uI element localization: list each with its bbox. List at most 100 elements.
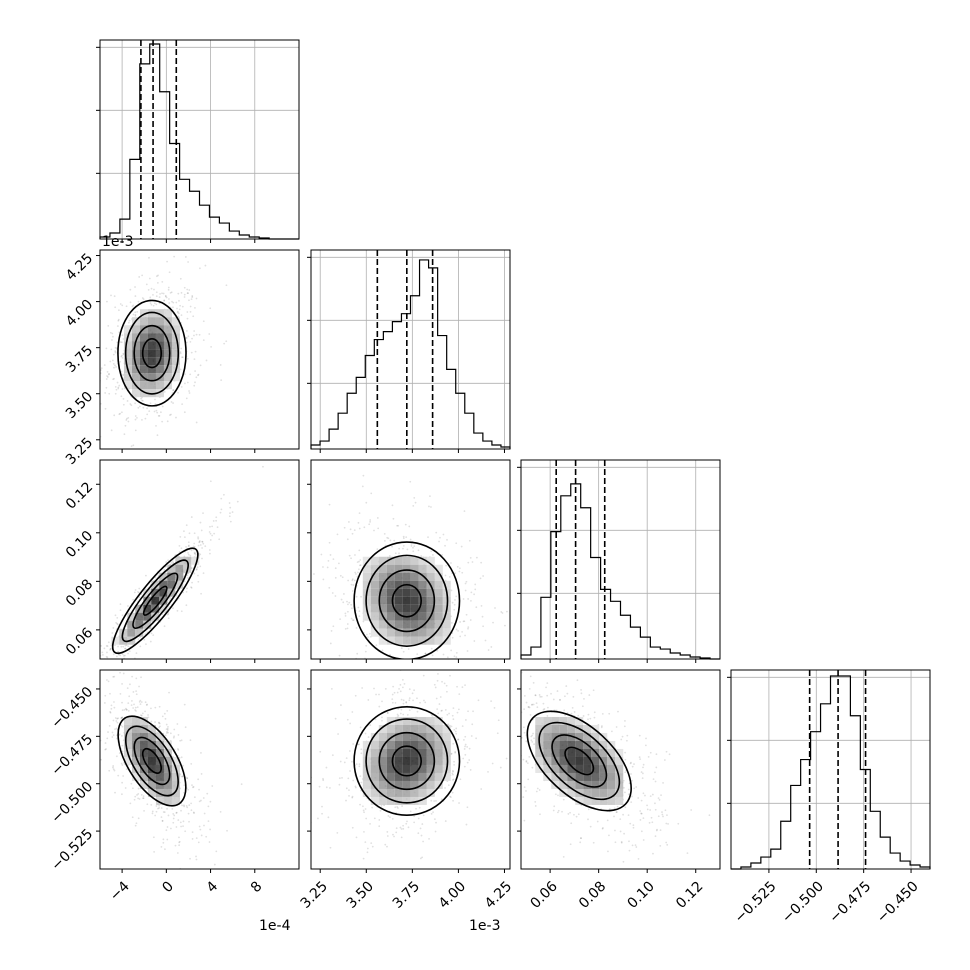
sample-point — [187, 551, 189, 554]
sample-point — [209, 525, 211, 528]
density-cell — [551, 772, 560, 781]
sample-point — [116, 717, 119, 720]
sample-point — [186, 311, 189, 313]
sample-point — [472, 710, 474, 713]
sample-point — [445, 684, 448, 687]
sample-point — [448, 575, 451, 578]
sample-point — [455, 691, 457, 693]
sample-point — [184, 373, 186, 376]
contour-level-0 — [391, 583, 422, 618]
sample-point — [157, 574, 160, 577]
sample-point — [153, 302, 156, 305]
sample-point — [563, 709, 566, 712]
x-tick-label: 0 — [159, 878, 177, 896]
sample-point — [151, 456, 153, 458]
sample-point — [329, 554, 332, 556]
sample-point — [136, 706, 139, 709]
contour-level-3 — [526, 710, 632, 812]
sample-point — [180, 291, 183, 294]
sample-point — [106, 656, 109, 659]
sample-point — [402, 650, 405, 653]
sample-point — [121, 374, 124, 376]
sample-point — [376, 517, 379, 519]
sample-point — [456, 565, 459, 568]
sample-point — [133, 703, 135, 706]
sample-point — [158, 722, 160, 724]
sample-point — [344, 627, 347, 630]
sample-point — [208, 531, 211, 533]
sample-point — [198, 540, 201, 542]
sample-point — [321, 812, 323, 815]
density-cell — [434, 716, 443, 725]
sample-point — [159, 411, 162, 414]
sample-point — [188, 820, 190, 823]
sample-point — [125, 419, 128, 421]
density-cell — [378, 588, 387, 597]
sample-point — [129, 403, 132, 405]
sample-point — [101, 663, 103, 665]
density-cell — [139, 349, 148, 358]
density-cell — [402, 620, 411, 629]
sample-point — [124, 787, 127, 789]
sample-point — [463, 620, 466, 623]
density-cell — [155, 788, 164, 797]
sample-point — [132, 691, 135, 693]
sample-point — [114, 673, 116, 675]
sample-point — [463, 738, 465, 741]
sample-point — [532, 732, 534, 735]
sample-point — [167, 288, 170, 291]
sample-point — [484, 639, 487, 642]
sample-point — [188, 289, 191, 291]
density-cell — [394, 636, 403, 645]
density-cell — [131, 365, 140, 374]
sample-point — [131, 700, 133, 702]
sample-point — [173, 728, 176, 731]
sample-point — [106, 645, 109, 648]
contour-level-1 — [132, 572, 179, 630]
sample-point — [194, 350, 197, 353]
density-cell — [559, 732, 568, 741]
sample-point — [190, 549, 193, 552]
sample-point — [416, 653, 419, 655]
sample-point — [163, 568, 166, 571]
sample-point — [104, 407, 107, 410]
sample-point — [109, 648, 112, 650]
sample-point — [111, 359, 114, 362]
sample-point — [113, 769, 116, 772]
density-cell — [442, 772, 451, 781]
sample-point — [497, 688, 499, 690]
hist-frame — [310, 249, 511, 450]
density-cell — [175, 580, 184, 589]
sample-point — [369, 520, 372, 523]
sample-point — [589, 825, 592, 828]
sample-point — [337, 733, 339, 735]
density-cell — [434, 764, 443, 773]
sample-point — [623, 832, 625, 835]
sample-point — [515, 727, 517, 729]
sample-point — [173, 735, 175, 738]
sample-point — [413, 815, 416, 818]
sample-point — [312, 871, 314, 873]
sample-point — [197, 374, 199, 377]
sample-point — [158, 807, 160, 809]
sample-point — [194, 552, 197, 555]
sample-point — [437, 672, 439, 675]
sample-point — [119, 303, 122, 305]
sample-point — [480, 604, 483, 607]
sample-point — [187, 541, 190, 544]
density-cell — [599, 780, 608, 789]
density-cell — [147, 373, 156, 382]
sample-point — [623, 725, 626, 728]
density-cell — [575, 732, 584, 741]
density-cell — [394, 580, 403, 589]
sample-point — [203, 812, 206, 815]
sample-point — [108, 392, 111, 395]
sample-point — [661, 811, 663, 813]
sample-point — [473, 640, 476, 642]
sample-point — [401, 660, 403, 662]
sample-point — [627, 793, 630, 796]
sample-point — [343, 593, 345, 595]
sample-point — [479, 657, 481, 659]
density-cell — [163, 764, 172, 773]
density-cell — [426, 572, 435, 581]
